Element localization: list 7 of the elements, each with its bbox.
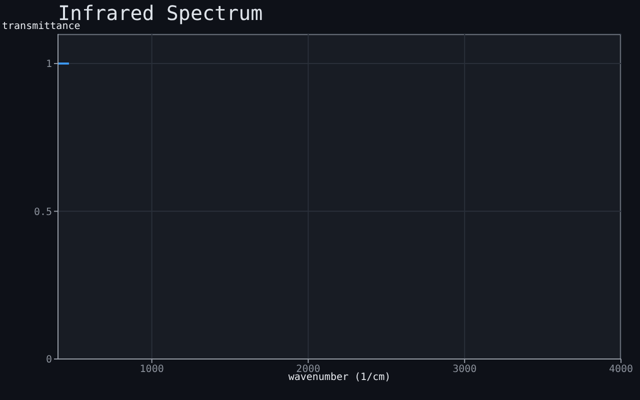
x-tick-label: 4000 (608, 364, 634, 376)
y-tick-label: 0.5 (34, 206, 52, 218)
y-axis-title: transmittance (2, 21, 80, 33)
x-tick-label: 1000 (140, 364, 164, 376)
x-tick-label: 3000 (452, 364, 477, 376)
y-tick-label: 1 (46, 59, 52, 70)
y-tick-label: 0 (46, 354, 52, 366)
